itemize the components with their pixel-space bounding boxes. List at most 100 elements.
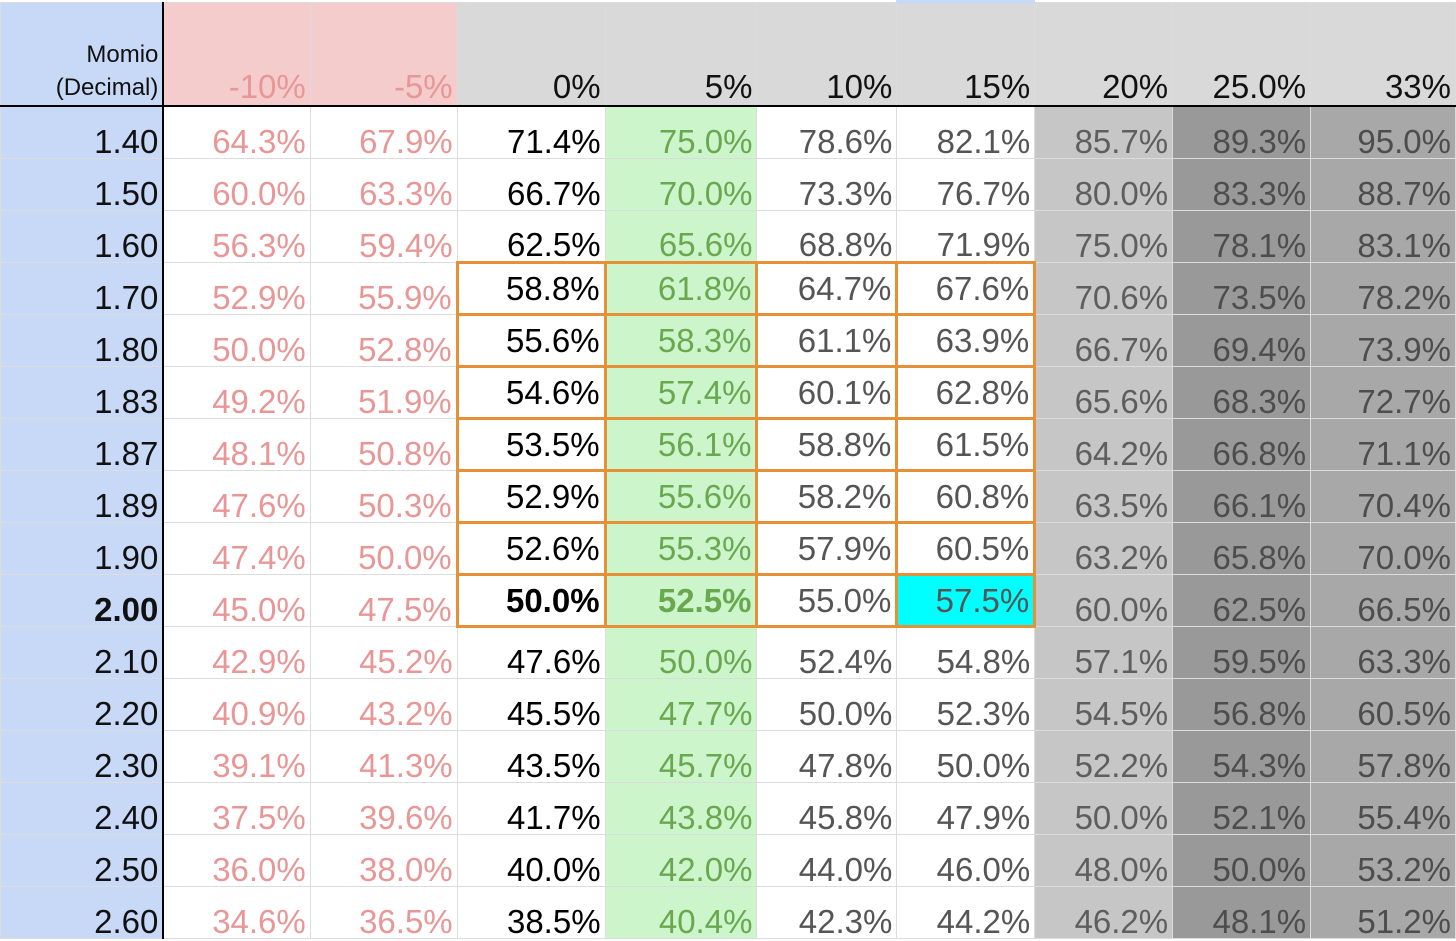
probability-cell[interactable]: 52.5% — [603, 572, 759, 628]
odds-cell[interactable]: 1.89 — [0, 469, 165, 523]
probability-cell[interactable]: 60.5% — [1310, 677, 1456, 731]
header-cell[interactable]: -10% — [162, 1, 311, 107]
probability-cell[interactable]: 57.1% — [1034, 625, 1174, 679]
probability-cell[interactable]: 50.0% — [162, 313, 311, 367]
probability-cell[interactable]: 39.1% — [162, 729, 311, 783]
probability-cell[interactable]: 39.6% — [309, 781, 458, 835]
odds-cell[interactable]: 1.83 — [0, 365, 165, 419]
probability-cell[interactable]: 52.6% — [455, 520, 607, 576]
probability-cell[interactable]: 52.2% — [1034, 729, 1174, 783]
probability-cell[interactable]: 95.0% — [1310, 105, 1456, 159]
odds-cell[interactable]: 1.70 — [0, 261, 165, 315]
probability-cell[interactable]: 70.0% — [604, 157, 758, 211]
probability-cell[interactable]: 73.9% — [1310, 313, 1456, 367]
probability-cell[interactable]: 51.2% — [1310, 885, 1456, 939]
probability-cell[interactable]: 61.5% — [895, 416, 1037, 472]
odds-cell[interactable]: 2.50 — [0, 833, 165, 887]
odds-cell[interactable]: 2.10 — [0, 625, 165, 679]
probability-cell[interactable]: 61.1% — [755, 312, 899, 368]
probability-cell[interactable]: 66.8% — [1172, 417, 1312, 471]
probability-cell[interactable]: 38.0% — [309, 833, 458, 887]
probability-cell[interactable]: 58.3% — [603, 312, 759, 368]
probability-cell[interactable]: 48.1% — [162, 417, 311, 471]
probability-cell[interactable]: 41.7% — [456, 781, 606, 835]
probability-cell[interactable]: 45.8% — [756, 781, 898, 835]
probability-cell[interactable]: 78.6% — [756, 105, 898, 159]
probability-cell[interactable]: 72.7% — [1310, 365, 1456, 419]
probability-cell[interactable]: 60.0% — [1034, 573, 1174, 627]
probability-cell[interactable]: 45.7% — [604, 729, 758, 783]
probability-cell[interactable]: 71.9% — [896, 209, 1036, 263]
probability-cell[interactable]: 41.3% — [309, 729, 458, 783]
odds-cell[interactable]: 2.40 — [0, 781, 165, 835]
header-cell[interactable]: -5% — [309, 1, 458, 107]
probability-cell[interactable]: 42.3% — [756, 885, 898, 939]
probability-cell[interactable]: 50.0% — [896, 729, 1036, 783]
probability-cell[interactable]: 42.9% — [162, 625, 311, 679]
probability-cell[interactable]: 44.2% — [896, 885, 1036, 939]
probability-cell[interactable]: 50.0% — [1172, 833, 1312, 887]
probability-cell[interactable]: 50.0% — [1034, 781, 1174, 835]
probability-cell[interactable]: 55.6% — [603, 468, 759, 524]
probability-cell[interactable]: 34.6% — [162, 885, 311, 939]
odds-cell[interactable]: 2.60 — [0, 885, 165, 939]
probability-cell[interactable]: 37.5% — [162, 781, 311, 835]
probability-cell[interactable]: 57.9% — [755, 520, 899, 576]
probability-cell[interactable]: 44.0% — [756, 833, 898, 887]
probability-cell[interactable]: 59.5% — [1172, 625, 1312, 679]
probability-cell[interactable]: 50.0% — [604, 625, 758, 679]
probability-cell[interactable]: 46.2% — [1034, 885, 1174, 939]
probability-cell[interactable]: 78.1% — [1172, 209, 1312, 263]
odds-cell[interactable]: 1.50 — [0, 157, 165, 211]
probability-cell[interactable]: 58.8% — [455, 260, 607, 316]
probability-cell[interactable]: 50.0% — [455, 572, 607, 628]
probability-cell[interactable]: 47.8% — [756, 729, 898, 783]
header-odds-label[interactable]: Momio (Decimal) — [0, 1, 165, 107]
probability-cell[interactable]: 43.8% — [604, 781, 758, 835]
probability-cell[interactable]: 69.4% — [1172, 313, 1312, 367]
probability-cell[interactable]: 64.2% — [1034, 417, 1174, 471]
probability-cell[interactable]: 62.5% — [1172, 573, 1312, 627]
probability-cell[interactable]: 67.6% — [895, 260, 1037, 316]
probability-cell[interactable]: 47.6% — [456, 625, 606, 679]
probability-cell[interactable]: 66.7% — [456, 157, 606, 211]
probability-cell[interactable]: 54.6% — [455, 364, 607, 420]
probability-cell[interactable]: 52.8% — [309, 313, 458, 367]
probability-cell[interactable]: 73.3% — [756, 157, 898, 211]
probability-cell[interactable]: 42.0% — [604, 833, 758, 887]
probability-cell[interactable]: 88.7% — [1310, 157, 1456, 211]
odds-cell[interactable]: 2.00 — [0, 573, 165, 627]
probability-cell[interactable]: 52.9% — [455, 468, 607, 524]
probability-cell[interactable]: 54.8% — [896, 625, 1036, 679]
probability-cell[interactable]: 53.5% — [455, 416, 607, 472]
probability-cell[interactable]: 45.5% — [456, 677, 606, 731]
probability-cell[interactable]: 61.8% — [603, 260, 759, 316]
probability-cell[interactable]: 46.0% — [896, 833, 1036, 887]
probability-cell[interactable]: 83.1% — [1310, 209, 1456, 263]
probability-cell[interactable]: 71.4% — [456, 105, 606, 159]
probability-cell[interactable]: 47.6% — [162, 469, 311, 523]
probability-cell[interactable]: 50.0% — [756, 677, 898, 731]
probability-cell[interactable]: 51.9% — [309, 365, 458, 419]
probability-cell[interactable]: 50.8% — [309, 417, 458, 471]
probability-cell[interactable]: 68.3% — [1172, 365, 1312, 419]
probability-cell[interactable]: 66.7% — [1034, 313, 1174, 367]
probability-cell[interactable]: 56.3% — [162, 209, 311, 263]
probability-cell[interactable]: 48.0% — [1034, 833, 1174, 887]
probability-cell[interactable]: 75.0% — [1034, 209, 1174, 263]
probability-cell[interactable]: 60.1% — [755, 364, 899, 420]
probability-cell[interactable]: 36.5% — [309, 885, 458, 939]
probability-cell[interactable]: 66.5% — [1310, 573, 1456, 627]
odds-cell[interactable]: 1.40 — [0, 105, 165, 159]
probability-cell[interactable]: 55.4% — [1310, 781, 1456, 835]
header-cell[interactable]: 15% — [896, 0, 1036, 107]
header-cell[interactable]: 33% — [1310, 1, 1456, 107]
probability-cell[interactable]: 60.0% — [162, 157, 311, 211]
probability-cell[interactable]: 52.1% — [1172, 781, 1312, 835]
probability-cell[interactable]: 83.3% — [1172, 157, 1312, 211]
header-cell[interactable]: 10% — [756, 1, 898, 107]
probability-cell[interactable]: 63.3% — [1310, 625, 1456, 679]
probability-cell[interactable]: 49.2% — [162, 365, 311, 419]
probability-cell[interactable]: 38.5% — [456, 885, 606, 939]
probability-cell[interactable]: 65.8% — [1172, 521, 1312, 575]
